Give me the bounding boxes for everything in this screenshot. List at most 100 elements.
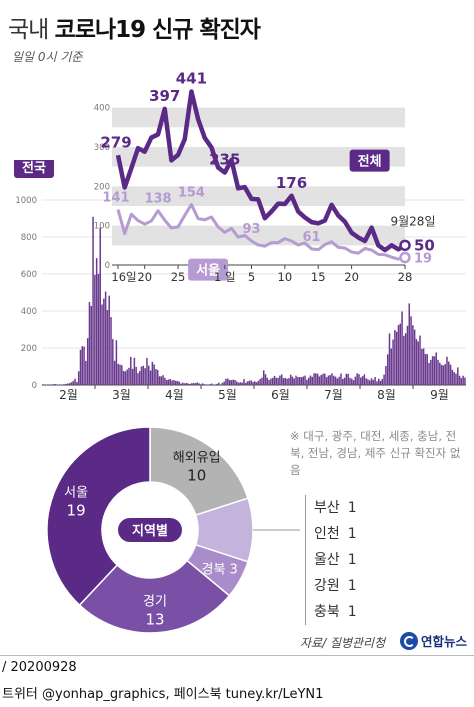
national-bar (316, 373, 319, 385)
y-tick-label: 300 (94, 143, 110, 153)
x-tick-label: 20 (137, 270, 152, 284)
national-bar (343, 377, 346, 385)
national-bar (74, 378, 76, 385)
national-bar (439, 362, 441, 385)
national-bar (61, 384, 64, 385)
national-bar (241, 382, 243, 385)
source-label: 자료/ 질병관리청 (300, 636, 386, 650)
national-bar (408, 303, 411, 385)
y-tick-label: 1000 (15, 196, 37, 206)
x-tick-label: 16일 (111, 270, 136, 284)
national-bar (431, 356, 434, 385)
national-bar (76, 382, 78, 385)
national-bar (464, 377, 466, 385)
series-line-seoul (116, 202, 406, 261)
subtitle: 일일 0시 기준 (12, 50, 83, 64)
national-bar (356, 373, 358, 385)
national-bar (377, 378, 380, 385)
national-bar (395, 331, 398, 385)
title-main: 코로나19 신규 확진자 (54, 17, 261, 43)
national-bar (90, 306, 93, 385)
national-bar (212, 384, 215, 385)
national-bar (140, 366, 143, 385)
national-bar (457, 367, 459, 385)
national-bar (149, 370, 152, 385)
grid-band (112, 147, 405, 167)
national-bar (313, 373, 315, 385)
national-bar (128, 367, 130, 385)
national-bar (47, 384, 49, 385)
national-bar (228, 380, 231, 385)
national-bar (286, 378, 288, 385)
national-bar (236, 381, 238, 385)
footer-date: / 20200928 (2, 660, 77, 675)
national-bar (219, 384, 222, 385)
national-bar (451, 369, 454, 385)
national-bar (388, 333, 391, 385)
national-bar (156, 370, 159, 385)
national-bar (79, 349, 82, 385)
national-bar (289, 374, 292, 385)
national-bar (417, 341, 419, 385)
national-bar (108, 295, 110, 385)
national-bar (169, 379, 172, 385)
national-bar (86, 338, 89, 385)
national-bar (239, 382, 242, 385)
national-bar (419, 335, 421, 385)
national-bar (386, 354, 389, 385)
national-bar (342, 378, 344, 385)
national-bar (56, 384, 58, 385)
national-bar (171, 380, 173, 385)
national-bar (336, 378, 339, 385)
donut-value: 10 (187, 467, 206, 485)
region-list-item: 강원 1 (306, 573, 357, 599)
national-bar (158, 376, 161, 385)
national-bar (338, 376, 340, 385)
region-name: 부산 (314, 500, 340, 516)
national-bar (218, 382, 220, 385)
national-bar (412, 325, 414, 385)
national-bar (449, 364, 452, 385)
y-tick-label: 0 (32, 381, 37, 391)
data-label: 154 (178, 185, 205, 200)
national-bar (277, 377, 279, 385)
x-tick-label: 20 (344, 270, 359, 284)
national-bar (352, 380, 355, 385)
national-bar (309, 375, 312, 385)
national-bar (437, 359, 439, 385)
national-bar (187, 383, 190, 385)
national-bar (144, 368, 146, 385)
national-bar (415, 339, 418, 385)
national-bar (406, 325, 409, 385)
region-name: 충북 (314, 604, 340, 620)
x-tick-label: 25 (171, 270, 186, 284)
national-bar (306, 379, 308, 385)
data-label: 141 (102, 191, 129, 206)
national-bar (245, 382, 247, 385)
national-bar (358, 374, 360, 385)
national-bar (173, 380, 175, 385)
logo-text: 연합뉴스 (421, 634, 468, 649)
national-bar (250, 380, 252, 385)
national-badge-label: 전국 (22, 160, 46, 176)
national-bar (137, 373, 139, 385)
national-bar (394, 330, 396, 385)
national-bar (424, 353, 427, 385)
series-end-marker (399, 239, 411, 252)
national-bar (232, 379, 234, 385)
national-bar (284, 377, 287, 385)
national-bar (63, 384, 66, 385)
national-bar (446, 356, 448, 385)
national-bar (165, 380, 168, 385)
donut-value: 13 (145, 610, 164, 628)
national-bar (426, 354, 428, 385)
national-bar (176, 380, 179, 385)
national-bar (227, 378, 229, 385)
data-label: 397 (149, 87, 180, 105)
total-series-badge-label: 전체 (358, 154, 382, 170)
data-label: 441 (176, 70, 207, 88)
national-bar (268, 380, 270, 385)
series-end-marker (399, 251, 411, 264)
national-bar (101, 304, 103, 385)
